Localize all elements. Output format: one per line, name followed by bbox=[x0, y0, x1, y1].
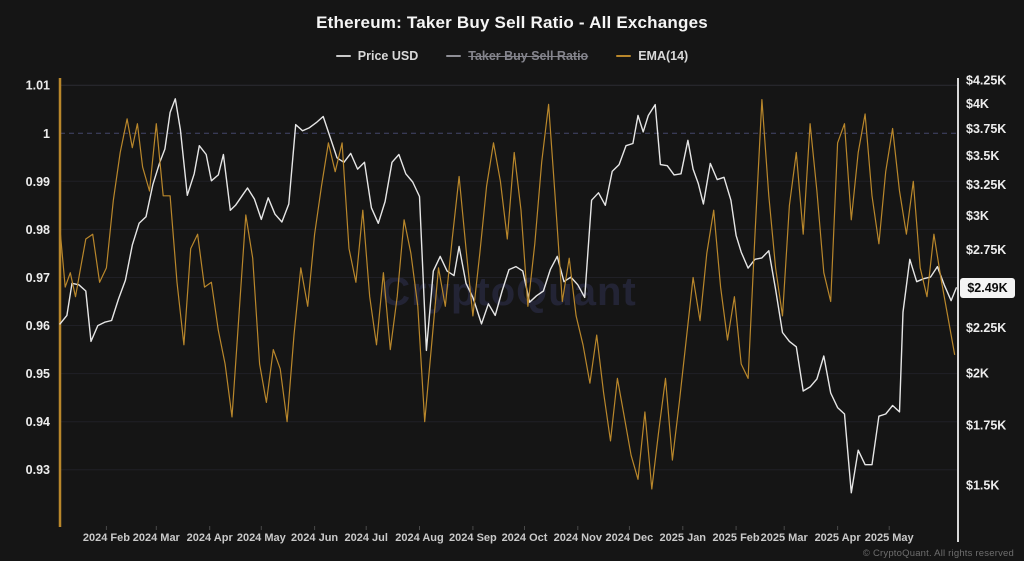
x-axis-tick-label: 2025 Mar bbox=[761, 532, 809, 544]
left-axis-tick-label: 1 bbox=[43, 127, 50, 141]
right-axis-tick-label: $3K bbox=[966, 209, 989, 223]
series-price-usd bbox=[59, 98, 957, 494]
x-axis-tick-label: 2024 Nov bbox=[554, 532, 603, 544]
legend-label: Taker Buy Sell Ratio bbox=[468, 49, 589, 63]
x-axis-tick-label: 2024 Jul bbox=[344, 532, 387, 544]
left-axis-tick-label: 0.99 bbox=[26, 175, 50, 189]
x-axis-tick-label: 2024 Jun bbox=[291, 532, 338, 544]
legend-label: Price USD bbox=[357, 49, 419, 63]
legend: Price USD Taker Buy Sell Ratio EMA(14) bbox=[0, 49, 1024, 63]
chart-title: Ethereum: Taker Buy Sell Ratio - All Exc… bbox=[316, 13, 708, 32]
left-axis-tick-label: 0.93 bbox=[26, 463, 50, 477]
x-axis-tick-label: 2025 Apr bbox=[815, 532, 862, 544]
legend-item-ema-14[interactable]: EMA(14) bbox=[616, 49, 688, 63]
left-axis-tick-label: 0.96 bbox=[26, 319, 50, 333]
legend-line-marker-icon bbox=[446, 55, 462, 57]
x-axis-tick-label: 2025 Jan bbox=[660, 532, 707, 544]
x-axis-tick-label: 2024 May bbox=[237, 532, 287, 544]
copyright-note: © CryptoQuant. All rights reserved bbox=[862, 548, 1014, 559]
left-axis-tick-label: 0.95 bbox=[26, 367, 50, 381]
right-axis-tick-label: $4K bbox=[966, 97, 989, 111]
x-axis-tick-label: 2024 Oct bbox=[502, 532, 548, 544]
right-axis-tick-label: $2.75K bbox=[966, 243, 1006, 257]
x-axis-tick-label: 2024 Sep bbox=[449, 532, 497, 544]
right-axis-tick-label: $1.75K bbox=[966, 419, 1006, 433]
x-axis-tick-label: 2025 Feb bbox=[713, 532, 760, 544]
left-axis-tick-label: 1.01 bbox=[26, 79, 50, 93]
x-axis-tick-label: 2024 Dec bbox=[606, 532, 654, 544]
legend-label: EMA(14) bbox=[638, 49, 689, 63]
x-axis-tick-label: 2024 Aug bbox=[395, 532, 444, 544]
x-axis-tick-label: 2025 May bbox=[865, 532, 915, 544]
right-axis-tick-label: $3.5K bbox=[966, 149, 999, 163]
current-price-badge: $2.49K bbox=[960, 278, 1015, 298]
right-axis-tick-label: $2.25K bbox=[966, 321, 1006, 335]
x-axis-tick-label: 2024 Apr bbox=[187, 532, 234, 544]
right-axis-tick-label: $1.5K bbox=[966, 478, 999, 492]
right-axis-tick-label: $4.25K bbox=[966, 74, 1006, 88]
series-ema-14 bbox=[59, 99, 956, 490]
legend-item-taker-buy-sell-ratio[interactable]: Taker Buy Sell Ratio bbox=[446, 49, 588, 63]
legend-line-marker-icon bbox=[616, 55, 632, 57]
right-axis-tick-label: $3.25K bbox=[966, 178, 1006, 192]
right-axis-tick-label: $3.75K bbox=[966, 122, 1006, 136]
x-axis-tick-label: 2024 Mar bbox=[133, 532, 181, 544]
legend-line-marker-icon bbox=[335, 55, 351, 57]
right-axis-tick-label: $2K bbox=[966, 367, 989, 381]
left-axis-tick-label: 0.98 bbox=[26, 223, 50, 237]
legend-item-price-usd[interactable]: Price USD bbox=[335, 49, 419, 63]
left-axis-tick-label: 0.97 bbox=[26, 271, 50, 285]
x-axis-tick-label: 2024 Feb bbox=[83, 532, 130, 544]
left-axis-tick-label: 0.94 bbox=[26, 415, 50, 429]
